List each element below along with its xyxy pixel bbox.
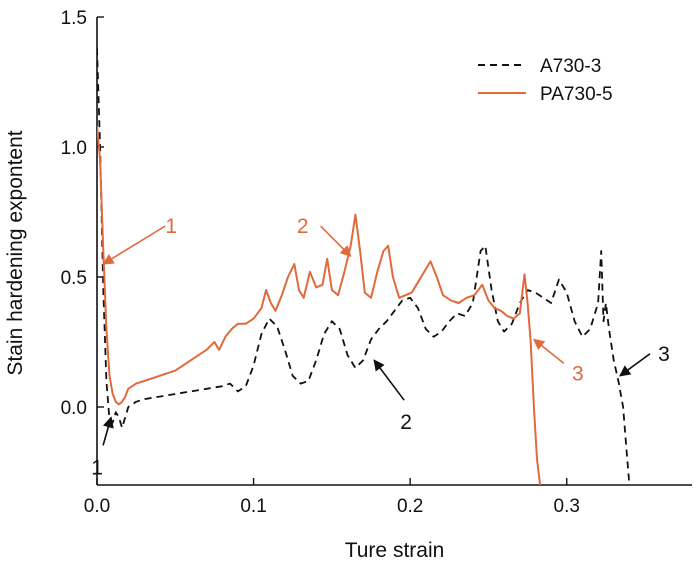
annotation-label: 1: [91, 456, 103, 479]
x-tick-label: 0.3: [554, 496, 580, 517]
annotation-arrow: [102, 225, 166, 265]
x-tick-label: 0.1: [240, 496, 266, 517]
y-axis-title: Stain hardening expontent: [4, 130, 27, 375]
annotation-arrow: [619, 353, 651, 377]
y-ticks: 0.0 0.5 1.0 1.5: [61, 8, 104, 419]
y-tick-label: 0.5: [61, 268, 87, 289]
annotation-arrow: [102, 416, 114, 446]
y-tick-label: 1.0: [61, 138, 87, 159]
x-ticks: 0.0 0.1 0.2 0.3: [84, 478, 580, 517]
series-layer: [97, 48, 631, 485]
x-axis-title: Ture strain: [345, 539, 445, 562]
annotation-arrow: [320, 225, 352, 257]
series-line-a730-3: [97, 48, 631, 485]
plot-area: 0.0 0.1 0.2 0.3 0.0 0.5 1.0 1.5 1 2 3 1 2 3: [61, 8, 692, 517]
legend-label-a730-3: A730-3: [540, 56, 601, 77]
y-tick-label: 1.5: [61, 8, 87, 29]
annotation-label: 1: [165, 215, 177, 238]
annotation-layer: 1 2 3 1 2 3: [91, 215, 670, 479]
x-tick-label: 0.0: [84, 496, 110, 517]
annotation-arrow: [532, 338, 565, 365]
legend-label-pa730-5: PA730-5: [540, 84, 613, 105]
annotation-label: 2: [400, 411, 412, 434]
annotation-label: 3: [658, 343, 670, 366]
series-line-pa730-5: [97, 126, 542, 485]
legend: A730-3 PA730-5: [478, 56, 613, 105]
annotation-label: 2: [297, 215, 309, 238]
annotation-label: 3: [572, 362, 584, 385]
y-tick-label: 0.0: [61, 398, 87, 419]
annotation-arrow: [373, 359, 405, 401]
x-tick-label: 0.2: [397, 496, 423, 517]
